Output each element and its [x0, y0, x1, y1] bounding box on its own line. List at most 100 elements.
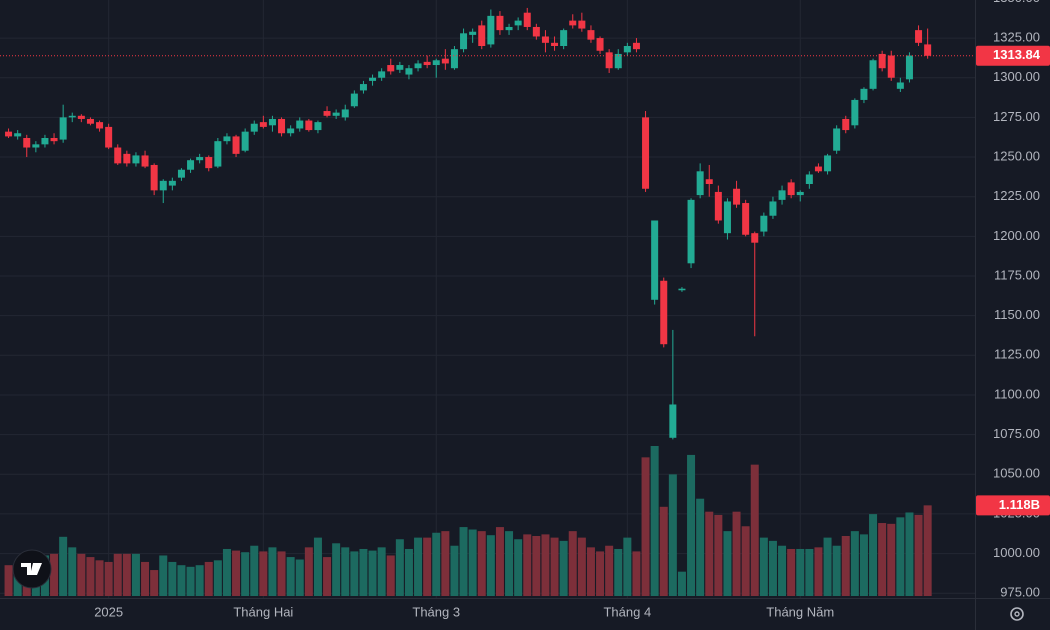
volume-bar [323, 557, 332, 596]
candle-body [869, 60, 877, 89]
volume-bar [459, 527, 468, 596]
candle-body [305, 120, 313, 131]
candle-body [414, 63, 422, 69]
candle-body [523, 12, 531, 27]
volume-bar [796, 548, 805, 596]
volume-bar [850, 531, 859, 596]
candle-body [851, 99, 859, 126]
candle-body [632, 42, 640, 50]
candle-body [824, 155, 832, 172]
candle-body [123, 153, 131, 164]
y-tick-label: 1000.00 [993, 545, 1040, 560]
volume-bar [605, 545, 614, 596]
volume-bar [778, 545, 787, 596]
candle-body [496, 15, 504, 31]
y-tick-label: 1300.00 [993, 69, 1040, 84]
candle-body [150, 164, 158, 191]
candle-body [296, 120, 304, 129]
volume-label-box [976, 495, 1050, 516]
candle-body [59, 117, 67, 140]
candle-body [32, 144, 40, 148]
candle-body [833, 128, 841, 151]
candle-body [177, 169, 185, 178]
candle-body [796, 191, 804, 196]
volume-bar [714, 514, 723, 596]
candle-body [541, 36, 549, 43]
last-price-label: 1313.84 [993, 47, 1041, 62]
candle-body [860, 88, 868, 100]
volume-bar [286, 557, 295, 596]
x-tick-label: Tháng 4 [603, 604, 651, 619]
candle-body [814, 166, 822, 172]
candle-body [187, 160, 195, 170]
candle-body [205, 157, 213, 169]
volume-bar [859, 534, 868, 596]
volume-bar [250, 545, 259, 596]
candle-body [323, 111, 331, 116]
volume-bar [596, 551, 605, 596]
volume-bar [541, 534, 550, 596]
volume-bar [887, 523, 896, 596]
candle-body [578, 20, 586, 29]
volume-bar [814, 547, 823, 596]
volume-bar [450, 545, 459, 596]
volume-bar [896, 517, 905, 596]
x-tick-label: Tháng Năm [766, 604, 834, 619]
candle-body [450, 49, 458, 69]
candle-body [687, 199, 695, 264]
y-tick-label: 1125.00 [994, 347, 1040, 362]
volume-bar [768, 540, 777, 596]
settings-icon[interactable] [1010, 607, 1024, 621]
y-tick-label: 975.00 [1000, 585, 1040, 600]
volume-bar [514, 539, 523, 596]
volume-bar [204, 561, 213, 596]
x-tick-label: Tháng 3 [412, 604, 460, 619]
candle-body [432, 60, 440, 66]
candle-body [86, 118, 94, 124]
volume-bar [313, 537, 322, 596]
candle-body [214, 141, 222, 167]
volume-bar [104, 561, 113, 596]
candle-body [669, 404, 677, 438]
volume-bar [423, 537, 432, 596]
candle-body [423, 61, 431, 66]
volume-bar [677, 571, 686, 596]
volume-bar [131, 553, 140, 596]
volume-bar [641, 457, 650, 596]
candle-body [460, 33, 468, 50]
volume-bar [668, 474, 677, 596]
y-tick-label: 1050.00 [993, 466, 1040, 481]
candle-body [350, 93, 358, 107]
candle-body [478, 25, 486, 46]
y-tick-label: 1250.00 [993, 148, 1040, 163]
candle-body [705, 179, 713, 184]
volume-bar [59, 536, 68, 596]
volume-bar [168, 561, 177, 596]
y-tick-label: 1275.00 [993, 109, 1040, 124]
volume-bar [477, 531, 486, 596]
y-tick-label: 1100.00 [994, 386, 1040, 401]
volume-bar [823, 537, 832, 596]
candle-body [514, 20, 522, 26]
volume-bar [659, 506, 668, 596]
y-tick-label: 1175.00 [994, 267, 1040, 282]
candle-body [642, 117, 650, 189]
volume-bar [441, 531, 450, 596]
volume-bar [213, 560, 222, 596]
volume-bar [832, 545, 841, 596]
volume-bar [632, 551, 641, 596]
candle-body [587, 30, 595, 40]
logo [12, 549, 52, 589]
volume-bar [222, 548, 231, 596]
volume-bar [95, 560, 104, 596]
candle-body [487, 15, 495, 45]
candle-body [287, 128, 295, 134]
candle-body [96, 122, 104, 129]
candle-body [396, 65, 404, 70]
candle-body [651, 220, 659, 300]
candle-body [68, 115, 76, 118]
candle-body [278, 118, 286, 134]
candle-body [5, 131, 13, 137]
volume-bar [77, 553, 86, 596]
candle-body [196, 157, 204, 161]
